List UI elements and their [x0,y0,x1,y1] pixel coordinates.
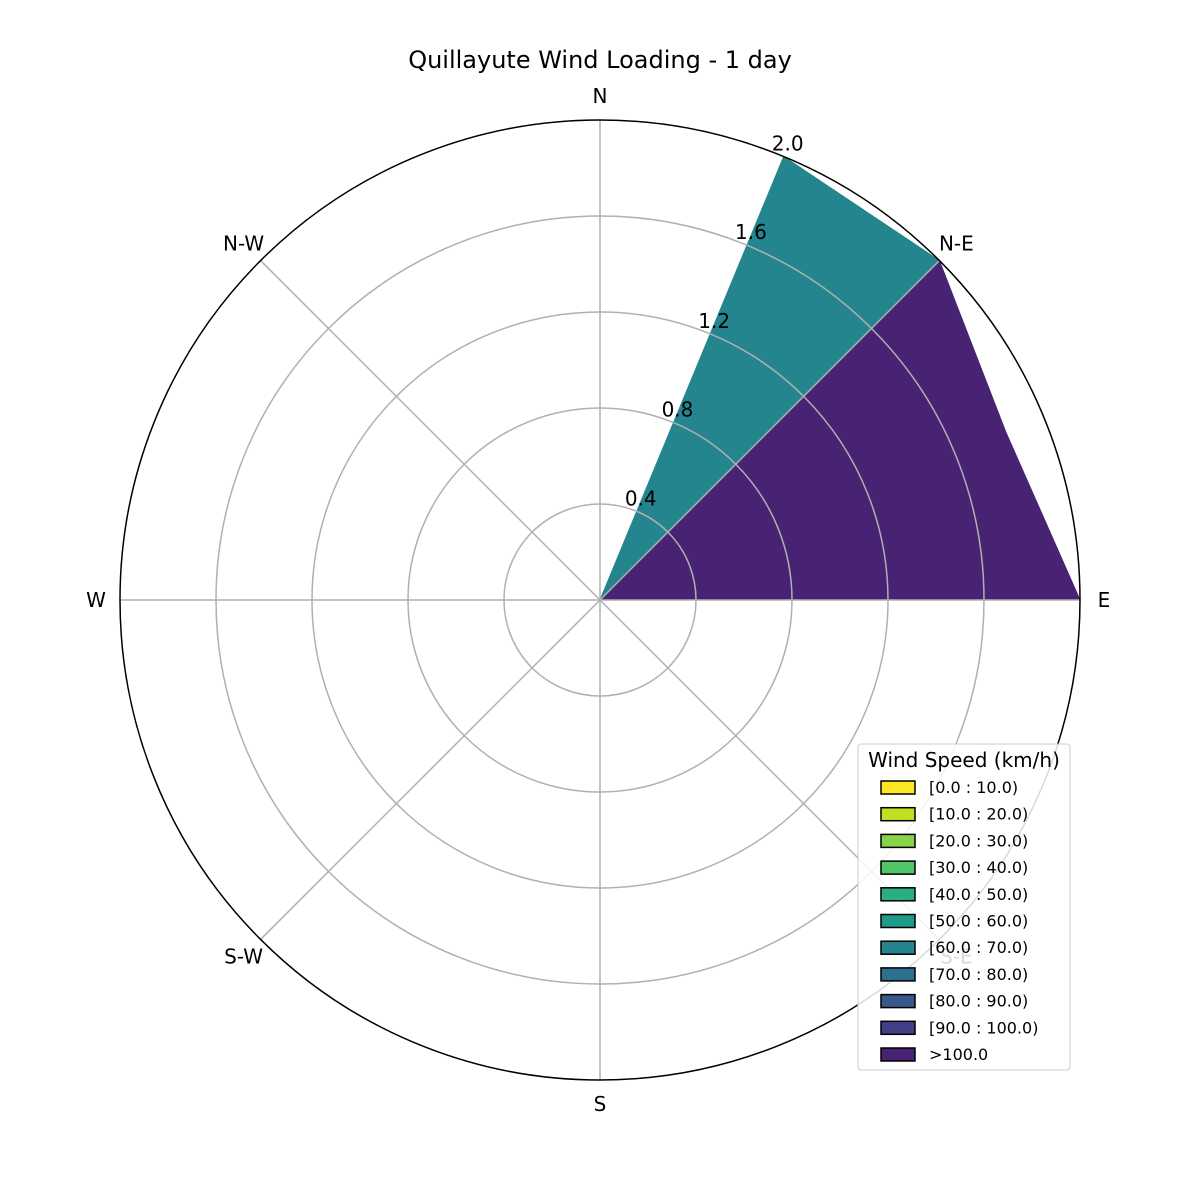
legend-swatch-3 [880,860,916,875]
legend-swatch-0 [880,780,916,795]
r-tick-label-1-2: 1.2 [698,309,730,333]
legend-swatch-6 [880,940,916,955]
r-tick-label-0-4: 0.4 [625,486,657,510]
legend-items: [0.0 : 10.0) [10.0 : 20.0) [20.0 : 30.0) [3… [880,778,1038,1064]
legend: Wind Speed (km/h) [0.0 : 10.0) [10.0 : 20… [857,743,1071,1071]
direction-label-s: S [594,1092,607,1116]
legend-label-7: [70.0 : 80.0) [929,965,1028,984]
legend-label-1: [10.0 : 20.0) [929,805,1028,824]
direction-label-n-e: N-E [939,232,974,256]
legend-label-10: >100.0 [929,1045,988,1064]
grid-spoke-n-e [599,260,940,601]
legend-label-5: [50.0 : 60.0) [929,912,1028,931]
legend-label-4: [40.0 : 50.0) [929,885,1028,904]
radial-tick-labels: 0.4 0.8 1.2 1.6 2.0 [625,132,804,511]
legend-swatch-1 [880,806,916,822]
legend-title: Wind Speed (km/h) [868,748,1060,772]
grid-spoke-n-w [260,260,601,601]
legend-label-0: [0.0 : 10.0) [929,778,1018,797]
legend-swatch-8 [880,993,916,1009]
legend-box [857,743,1071,1071]
r-tick-label-1-6: 1.6 [735,220,767,244]
direction-label-n-w: N-W [223,232,264,256]
legend-swatch-7 [880,967,916,982]
direction-label-n: N [593,84,608,108]
r-tick-label-2-0: 2.0 [772,132,804,156]
legend-label-6: [60.0 : 70.0) [929,938,1028,957]
legend-label-2: [20.0 : 30.0) [929,831,1028,850]
legend-swatch-5 [880,913,916,929]
direction-labels: EN-ENN-WWS-WSS-E [86,84,1110,1116]
r-tick-label-0-8: 0.8 [662,398,694,422]
legend-swatch-4 [880,887,916,902]
legend-swatch-2 [880,833,916,849]
direction-label-e: E [1098,588,1111,612]
outer-frame [119,119,1081,1081]
legend-label-3: [30.0 : 40.0) [929,858,1028,877]
legend-label-9: [90.0 : 100.0) [929,1018,1038,1037]
chart-title: Quillayute Wind Loading - 1 day [408,46,792,74]
direction-label-s-w: S-W [224,944,263,968]
grid-spoke-s-w [260,599,601,940]
legend-swatch-10 [880,1047,916,1062]
legend-label-8: [80.0 : 90.0) [929,992,1028,1011]
legend-swatch-9 [880,1020,916,1036]
direction-label-w: W [86,588,106,612]
